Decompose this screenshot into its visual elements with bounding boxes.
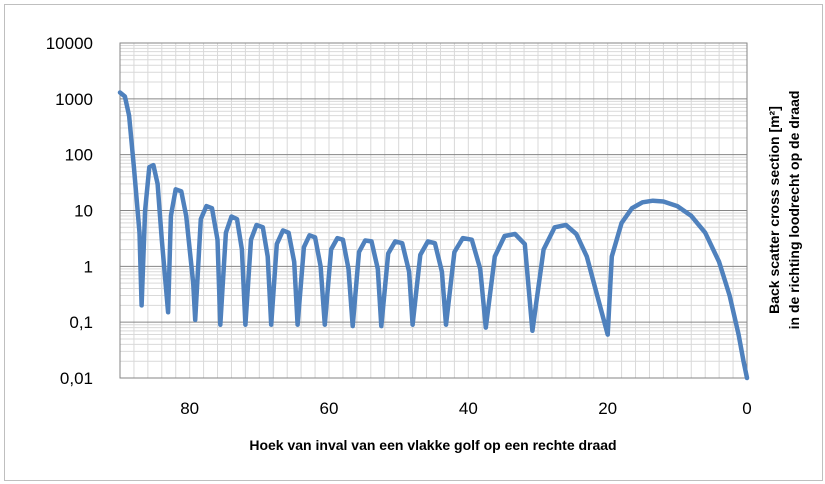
x-axis-label: Hoek van inval van een vlakke golf op ee… <box>249 437 616 453</box>
plot-area-border <box>119 42 748 379</box>
x-tick-label: 0 <box>742 399 751 418</box>
y-tick-label: 10 <box>74 202 93 221</box>
x-tick-label: 80 <box>180 399 199 418</box>
y-axis-label-line2: in de richting loodrecht op de draad <box>786 91 802 330</box>
y-tick-label: 100 <box>65 146 93 165</box>
y-tick-label: 1000 <box>55 90 93 109</box>
series-line <box>117 90 750 381</box>
y-tick-labels: 0,01 0,1 1 10 100 1000 10000 <box>46 34 93 388</box>
y-tick-label: 1 <box>84 257 93 276</box>
x-tick-label: 60 <box>320 399 339 418</box>
x-tick-label: 20 <box>598 399 617 418</box>
chart-border <box>4 4 823 481</box>
y-axis-label-line1: Back scatter cross section [m²] <box>766 106 782 314</box>
x-tick-label: 40 <box>459 399 478 418</box>
y-tick-label: 0,1 <box>69 313 93 332</box>
y-tick-label: 0,01 <box>60 369 93 388</box>
x-tick-labels: 80 60 40 20 0 <box>180 399 752 418</box>
y-tick-label: 10000 <box>46 34 93 53</box>
